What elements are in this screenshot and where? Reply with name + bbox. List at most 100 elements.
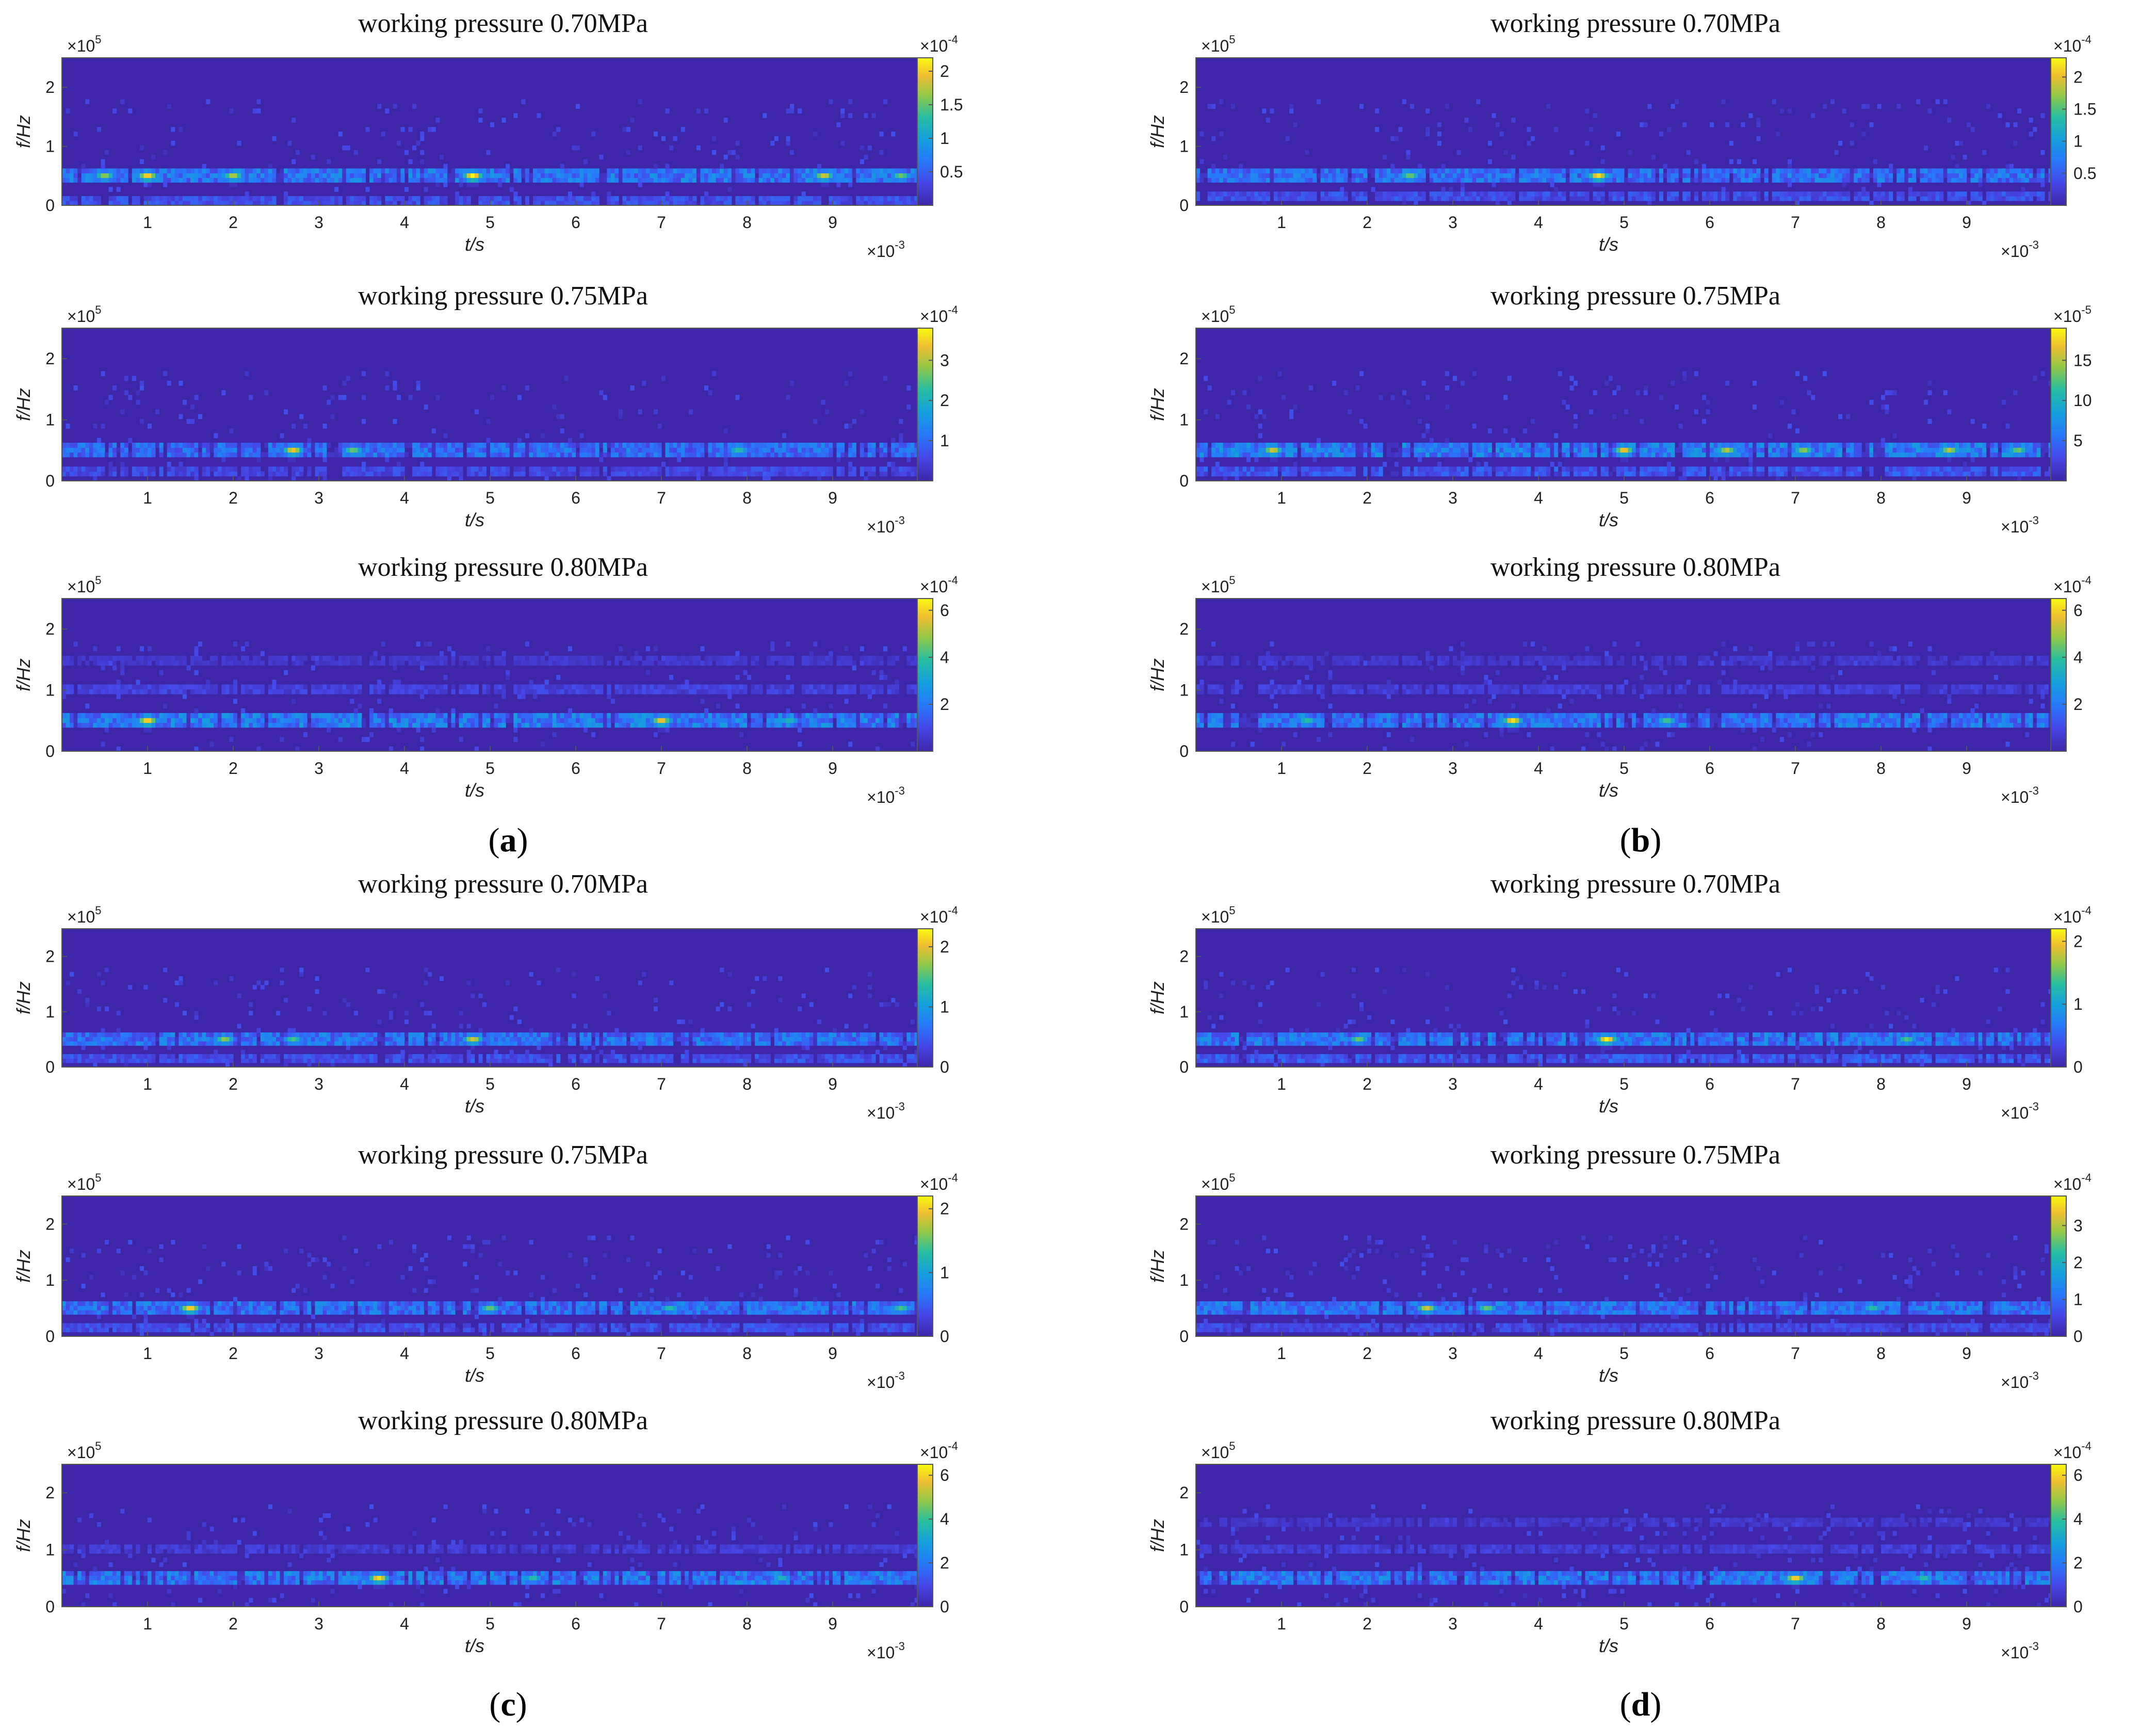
heatmap-cell bbox=[824, 660, 829, 666]
heatmap-cell bbox=[128, 656, 133, 661]
heatmap-cell bbox=[330, 177, 335, 183]
heatmap-cell bbox=[439, 651, 444, 656]
heatmap-cell bbox=[431, 656, 436, 661]
heatmap-cell bbox=[743, 670, 748, 675]
heatmap-cell bbox=[1795, 191, 1800, 197]
heatmap-cell bbox=[1410, 177, 1415, 183]
heatmap-cell bbox=[533, 466, 538, 472]
heatmap-cell bbox=[1834, 177, 1839, 183]
heatmap-cell bbox=[879, 196, 884, 201]
heatmap-cell bbox=[556, 201, 561, 206]
heatmap-cell bbox=[1779, 191, 1784, 197]
heatmap-cell bbox=[891, 722, 896, 728]
heatmap-cell bbox=[322, 443, 327, 448]
heatmap-cell bbox=[128, 438, 133, 443]
heatmap-cell bbox=[533, 694, 538, 699]
heatmap-cell bbox=[680, 443, 685, 448]
heatmap-cell bbox=[766, 656, 771, 661]
x-tick-label: 8 bbox=[742, 759, 752, 778]
heatmap-cell bbox=[1371, 168, 1375, 173]
heatmap-cell bbox=[194, 656, 199, 661]
heatmap-cell bbox=[1675, 173, 1679, 178]
heatmap-cell bbox=[101, 713, 105, 718]
heatmap-cell bbox=[813, 201, 818, 206]
heatmap-cell bbox=[81, 443, 86, 448]
heatmap-cell bbox=[1725, 122, 1730, 127]
heatmap-cell bbox=[1406, 191, 1411, 197]
heatmap-cell bbox=[77, 443, 82, 448]
heatmap-cell bbox=[751, 447, 755, 453]
heatmap-cell bbox=[1230, 191, 1235, 197]
heatmap-cell bbox=[108, 722, 113, 728]
heatmap-cell bbox=[396, 173, 401, 178]
heatmap-cell bbox=[712, 443, 717, 448]
heatmap-cell bbox=[572, 168, 576, 173]
heatmap-cell bbox=[112, 665, 117, 671]
heatmap-cell bbox=[1394, 191, 1399, 197]
heatmap-cell bbox=[727, 201, 732, 206]
heatmap-cell bbox=[431, 713, 436, 718]
heatmap-cell bbox=[396, 656, 401, 661]
heatmap-cell bbox=[143, 660, 148, 666]
heatmap-cell bbox=[330, 722, 335, 728]
heatmap-cell bbox=[85, 684, 90, 690]
heatmap-cell bbox=[85, 168, 90, 173]
heatmap-cell bbox=[353, 722, 358, 728]
heatmap-cell bbox=[295, 718, 300, 723]
heatmap-cell bbox=[626, 452, 631, 458]
heatmap-cell bbox=[657, 471, 662, 477]
heatmap-cell bbox=[607, 713, 611, 718]
heatmap-cell bbox=[1418, 196, 1422, 201]
heatmap-cell bbox=[1604, 173, 1609, 178]
heatmap-cell bbox=[1351, 168, 1356, 173]
heatmap-cell bbox=[544, 689, 549, 694]
heatmap-cell bbox=[537, 722, 541, 728]
heatmap-cell bbox=[1289, 196, 1294, 201]
heatmap-cell bbox=[1207, 173, 1212, 178]
heatmap-cell bbox=[525, 173, 529, 178]
heatmap-cell bbox=[739, 718, 743, 723]
heatmap-cell bbox=[1421, 196, 1426, 201]
heatmap-cell bbox=[319, 452, 323, 458]
heatmap-cell bbox=[564, 718, 569, 723]
heatmap-cell bbox=[743, 722, 748, 728]
heatmap-cell bbox=[1725, 177, 1730, 183]
heatmap-cell bbox=[564, 713, 569, 718]
heatmap-cell bbox=[568, 718, 572, 723]
heatmap-cell bbox=[73, 168, 78, 173]
heatmap-cell bbox=[1861, 132, 1866, 137]
heatmap-cell bbox=[793, 177, 798, 183]
heatmap-cell bbox=[1464, 177, 1469, 183]
heatmap-cell bbox=[245, 684, 249, 690]
heatmap-cell bbox=[1701, 173, 1706, 178]
heatmap-cell bbox=[295, 746, 300, 752]
heatmap-cell bbox=[112, 466, 117, 472]
heatmap-cell bbox=[778, 660, 783, 666]
heatmap-cell bbox=[650, 447, 654, 453]
heatmap-cell bbox=[583, 196, 588, 201]
heatmap-cell bbox=[194, 447, 199, 453]
heatmap-cell bbox=[393, 168, 397, 173]
heatmap-cell bbox=[362, 737, 366, 742]
heatmap-cell bbox=[1351, 173, 1356, 178]
heatmap-cell bbox=[529, 680, 533, 685]
heatmap-cell bbox=[252, 443, 257, 448]
heatmap-cell bbox=[260, 168, 265, 173]
heatmap-cell bbox=[1791, 196, 1796, 201]
heatmap-cell bbox=[782, 722, 786, 728]
heatmap-cell bbox=[790, 443, 795, 448]
heatmap-cell bbox=[1242, 177, 1247, 183]
heatmap-cell bbox=[295, 722, 300, 728]
heatmap-cell bbox=[774, 177, 779, 183]
heatmap-cell bbox=[1406, 196, 1411, 201]
heatmap-cell bbox=[595, 201, 599, 206]
heatmap-cell bbox=[1881, 168, 1886, 173]
heatmap-cell bbox=[287, 140, 292, 146]
heatmap-cell bbox=[1402, 191, 1406, 197]
heatmap-cell bbox=[1593, 177, 1597, 183]
heatmap-cell bbox=[198, 196, 203, 201]
heatmap-cells bbox=[62, 371, 919, 481]
heatmap-cell bbox=[233, 201, 238, 206]
heatmap-cell bbox=[1293, 168, 1298, 173]
heatmap-cell bbox=[899, 173, 903, 178]
